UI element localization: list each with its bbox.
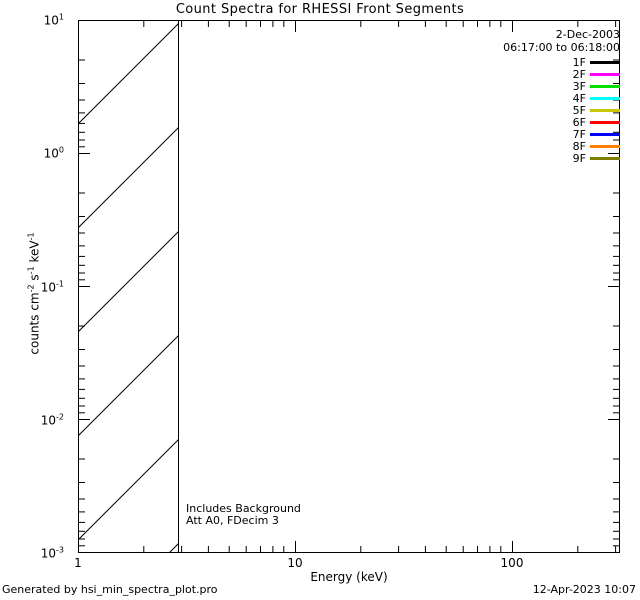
x-tick-label-10: 10 (287, 556, 303, 570)
legend: 2-Dec-2003 06:17:00 to 06:18:00 1F 2F 3F… (420, 28, 620, 165)
legend-label-2f: 2F (572, 67, 586, 81)
y-tick-exponent: -2 (56, 412, 64, 422)
legend-swatch-3f (590, 84, 620, 88)
annotation-includes-background: Includes Background (186, 502, 301, 515)
legend-swatch-8f (590, 144, 620, 148)
legend-label-8f: 8F (572, 139, 586, 153)
legend-swatch-5f (590, 108, 620, 112)
y-tick-mantissa: 10 (43, 13, 59, 28)
x-axis-title: Energy (keV) (310, 570, 388, 584)
y-axis-title-exp3: -1 (26, 232, 36, 241)
y-axis-title-main: counts cm (27, 292, 42, 355)
legend-entries: 1F 2F 3F 4F 5F 6F 7F 8F 9F (420, 55, 620, 165)
plot-annotations: Includes Background Att A0, FDecim 3 (186, 503, 301, 527)
y-tick-labels: 101 100 10-1 10-2 10-3 (0, 0, 72, 600)
legend-swatch-7f (590, 132, 620, 136)
footer-timestamp: 12-Apr-2023 10:07 (532, 583, 636, 596)
y-axis-title-mid: s (27, 274, 42, 285)
excluded-region-boundary (178, 20, 179, 553)
plot-title: Count Spectra for RHESSI Front Segments (175, 2, 465, 17)
legend-label-5f: 5F (572, 103, 586, 117)
legend-label-3f: 3F (572, 79, 586, 93)
legend-label-1f: 1F (572, 55, 586, 69)
legend-label-9f: 9F (572, 151, 586, 165)
excluded-energy-hatch-region (78, 20, 178, 553)
y-tick-label-1em2: 10-2 (41, 413, 64, 428)
y-axis-title-exp2: -1 (26, 266, 36, 275)
footer-generated-by: Generated by hsi_min_spectra_plot.pro (2, 583, 218, 596)
x-tick-label-1: 1 (74, 556, 82, 570)
legend-swatch-2f (590, 72, 620, 76)
legend-item-8f[interactable]: 8F (420, 139, 620, 153)
y-tick-label-1e0: 100 (44, 146, 64, 161)
legend-swatch-4f (590, 96, 620, 100)
y-axis-title-exp1: -2 (26, 284, 36, 293)
y-tick-exponent: -1 (56, 279, 64, 289)
legend-swatch-9f (590, 156, 620, 160)
legend-swatch-1f (590, 60, 620, 64)
hatch-pattern (78, 20, 178, 553)
legend-item-4f[interactable]: 4F (420, 91, 620, 105)
legend-label-4f: 4F (572, 91, 586, 105)
y-tick-label-1e1: 101 (44, 13, 64, 28)
y-tick-label-1em1: 10-1 (41, 280, 64, 295)
annotation-attenuator-state: Att A0, FDecim 3 (186, 514, 279, 527)
y-tick-exponent: 0 (58, 145, 64, 155)
legend-label-7f: 7F (572, 127, 586, 141)
legend-time-range: 06:17:00 to 06:18:00 (503, 41, 620, 54)
legend-item-1f[interactable]: 1F (420, 55, 620, 69)
legend-item-6f[interactable]: 6F (420, 115, 620, 129)
legend-swatch-6f (590, 120, 620, 124)
x-tick-label-100: 100 (500, 556, 524, 570)
legend-item-3f[interactable]: 3F (420, 79, 620, 93)
y-axis-title-tail: keV (27, 240, 42, 267)
legend-date: 2-Dec-2003 (555, 28, 620, 41)
y-tick-mantissa: 10 (40, 280, 57, 295)
y-tick-mantissa: 10 (40, 413, 57, 428)
legend-item-5f[interactable]: 5F (420, 103, 620, 117)
legend-item-2f[interactable]: 2F (420, 67, 620, 81)
y-tick-exponent: 1 (58, 12, 64, 22)
legend-item-7f[interactable]: 7F (420, 127, 620, 141)
y-tick-mantissa: 10 (40, 546, 57, 561)
y-tick-mantissa: 10 (43, 146, 59, 161)
y-axis-title: counts cm-2 s-1 keV-1 (27, 164, 42, 424)
y-tick-exponent: -3 (56, 545, 64, 555)
legend-item-9f[interactable]: 9F (420, 151, 620, 165)
legend-label-6f: 6F (572, 115, 586, 129)
y-tick-label-1em3: 10-3 (41, 546, 64, 561)
